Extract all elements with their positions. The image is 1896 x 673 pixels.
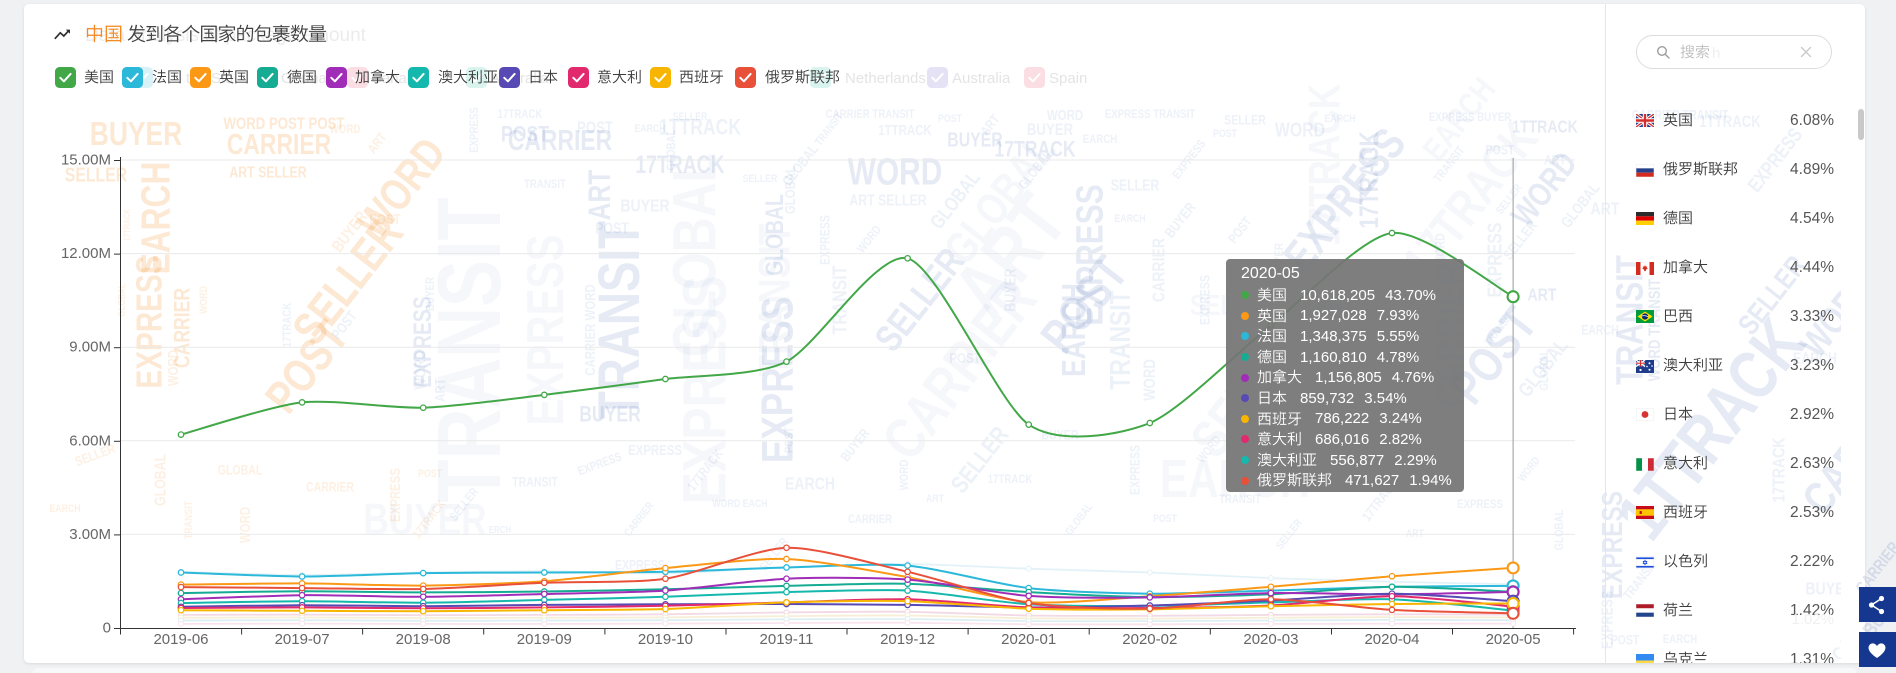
svg-text:3.00M: 3.00M xyxy=(69,526,111,543)
svg-text:15.00M: 15.00M xyxy=(61,152,111,169)
svg-text:2019-08: 2019-08 xyxy=(396,631,451,648)
svg-text:6.00M: 6.00M xyxy=(69,432,111,449)
svg-text:2019-06: 2019-06 xyxy=(153,631,208,648)
svg-text:2020-03: 2020-03 xyxy=(1243,631,1298,648)
svg-text:2020-05: 2020-05 xyxy=(1486,631,1541,648)
svg-text:2019-07: 2019-07 xyxy=(275,631,330,648)
svg-text:2019-09: 2019-09 xyxy=(517,631,572,648)
svg-text:2019-11: 2019-11 xyxy=(760,631,814,648)
svg-text:2020-01: 2020-01 xyxy=(1001,631,1056,648)
svg-text:9.00M: 9.00M xyxy=(69,339,111,356)
svg-text:2019-10: 2019-10 xyxy=(638,631,693,648)
svg-text:2020-04: 2020-04 xyxy=(1364,631,1419,648)
svg-text:0: 0 xyxy=(103,620,111,637)
svg-text:2020-02: 2020-02 xyxy=(1122,631,1177,648)
svg-text:12.00M: 12.00M xyxy=(61,245,111,262)
svg-text:2019-12: 2019-12 xyxy=(880,631,935,648)
